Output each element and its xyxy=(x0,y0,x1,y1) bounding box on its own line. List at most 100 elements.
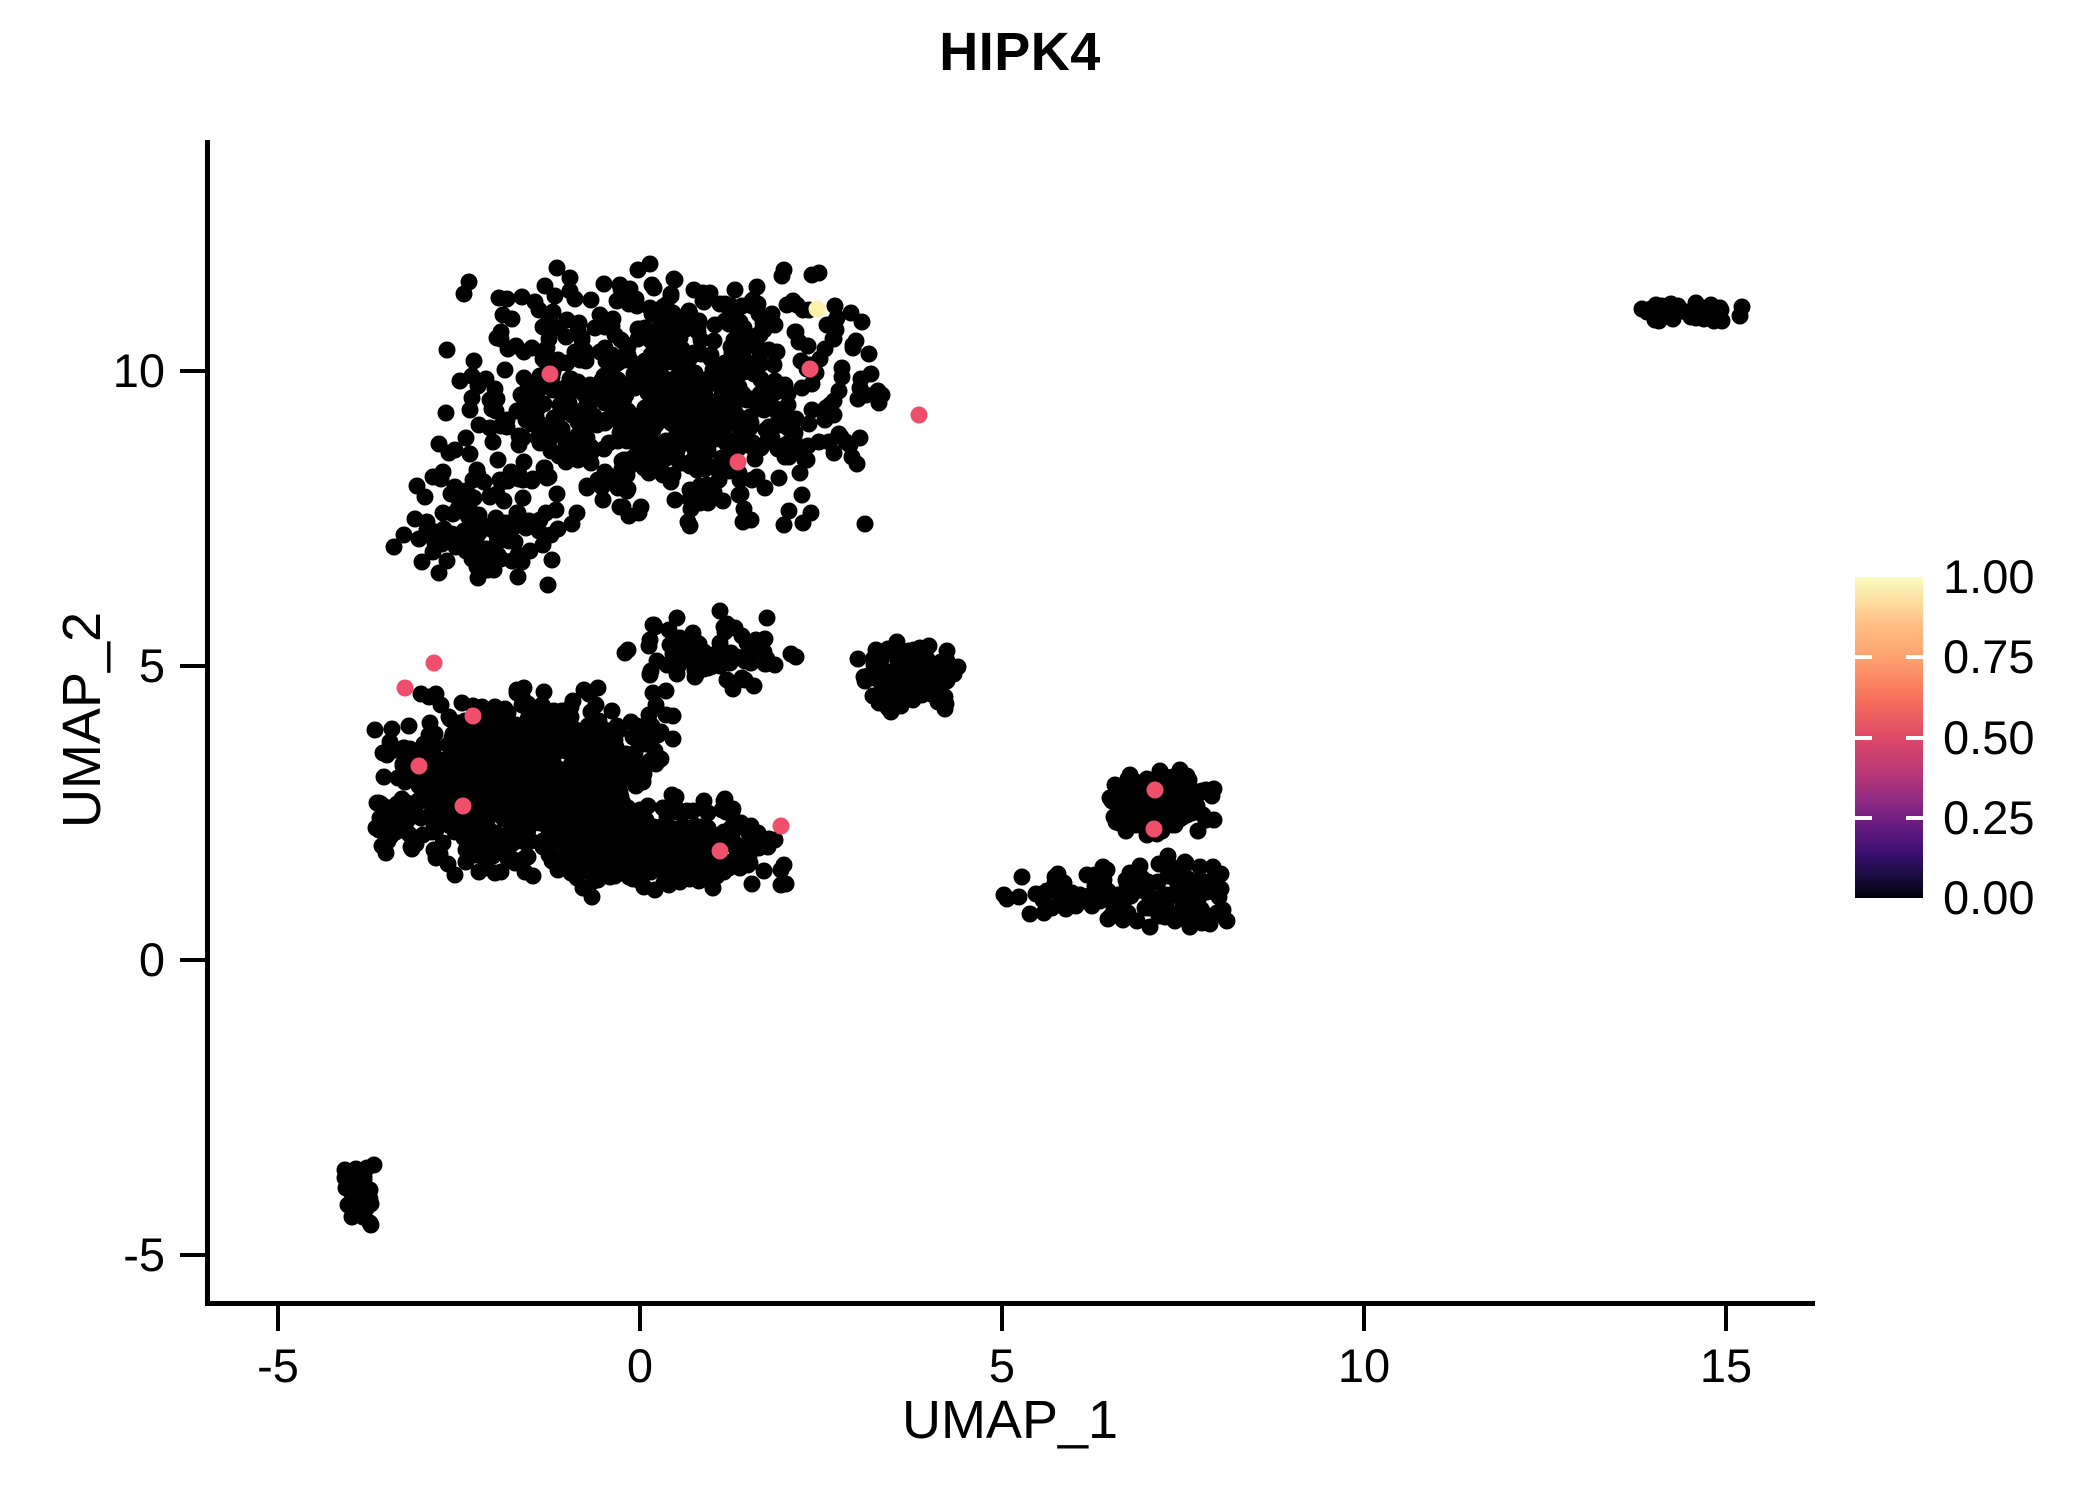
y-axis-line xyxy=(205,140,210,1306)
data-point xyxy=(714,492,732,510)
data-point xyxy=(842,304,860,321)
data-point xyxy=(424,543,442,561)
data-point xyxy=(705,332,723,350)
data-point xyxy=(400,717,418,735)
data-point xyxy=(561,282,579,300)
data-point xyxy=(786,424,804,442)
data-point xyxy=(635,878,653,896)
data-point xyxy=(465,352,483,370)
data-point xyxy=(418,521,436,539)
data-point xyxy=(530,759,548,777)
data-point xyxy=(775,516,793,534)
data-point xyxy=(524,867,542,885)
colorbar-tick-label: 1.00 xyxy=(1943,550,2035,603)
data-point xyxy=(525,714,543,732)
x-tick-label: 0 xyxy=(626,1339,654,1392)
data-point xyxy=(744,633,762,651)
data-point xyxy=(428,752,446,770)
data-point xyxy=(582,703,600,721)
data-point xyxy=(542,804,560,822)
data-point xyxy=(1146,781,1164,799)
data-point xyxy=(499,742,517,760)
data-point xyxy=(855,668,873,686)
data-point xyxy=(701,284,719,302)
data-point xyxy=(660,621,678,639)
data-point xyxy=(910,406,928,424)
y-tick-mark xyxy=(180,1252,205,1257)
data-point xyxy=(451,372,469,390)
data-point xyxy=(563,515,581,533)
data-point xyxy=(461,445,479,463)
data-point xyxy=(755,401,773,419)
data-point xyxy=(459,753,477,771)
data-point xyxy=(635,459,653,477)
legend-colorbar: 1.00 0.75 0.50 0.25 0.00 xyxy=(1855,553,2085,921)
data-point xyxy=(437,404,455,422)
data-point xyxy=(674,413,692,431)
data-point xyxy=(531,511,549,529)
data-point xyxy=(617,746,635,764)
data-point xyxy=(606,395,624,413)
data-point xyxy=(704,879,722,897)
data-point xyxy=(580,685,598,703)
data-point xyxy=(664,730,682,748)
data-point xyxy=(816,340,834,358)
data-point xyxy=(883,682,901,700)
data-point xyxy=(395,526,413,544)
data-point xyxy=(602,353,620,370)
data-point xyxy=(726,619,744,637)
x-tick-mark xyxy=(1724,1306,1728,1331)
colorbar-tick-mark xyxy=(1855,815,1872,820)
data-point xyxy=(588,721,606,739)
data-point xyxy=(508,402,526,420)
x-tick-mark xyxy=(276,1306,280,1331)
data-point xyxy=(641,255,659,273)
data-point xyxy=(689,370,707,388)
data-point xyxy=(486,698,504,716)
data-point xyxy=(657,682,675,700)
colorbar-tick-label: 0.00 xyxy=(1943,871,2035,924)
data-point xyxy=(457,841,475,859)
data-point xyxy=(788,296,806,314)
data-point xyxy=(585,790,603,808)
data-point xyxy=(1145,820,1163,838)
data-point xyxy=(589,750,606,768)
data-point xyxy=(751,385,769,403)
data-point xyxy=(574,818,592,836)
data-point xyxy=(495,527,513,545)
colorbar-tick-label: 0.50 xyxy=(1943,710,2035,764)
data-point xyxy=(536,277,554,295)
data-point xyxy=(582,444,600,462)
data-point xyxy=(1655,301,1673,319)
data-point xyxy=(716,790,734,808)
data-point xyxy=(1160,888,1178,906)
data-point xyxy=(741,854,759,872)
data-point xyxy=(595,440,613,458)
data-point xyxy=(847,332,865,350)
data-point xyxy=(772,817,790,835)
data-point xyxy=(470,416,488,434)
data-point xyxy=(569,322,587,340)
data-point xyxy=(743,875,761,893)
data-point xyxy=(1704,308,1722,326)
data-point xyxy=(584,866,602,884)
data-point xyxy=(794,514,812,532)
data-point xyxy=(408,477,426,495)
data-point xyxy=(549,351,567,369)
data-point xyxy=(770,376,788,393)
data-point xyxy=(772,876,790,894)
colorbar-tick-mark xyxy=(1906,655,1923,660)
data-point xyxy=(768,343,786,361)
data-point xyxy=(681,305,699,323)
colorbar-tick-mark xyxy=(1855,655,1872,660)
data-point xyxy=(562,864,580,882)
data-point xyxy=(461,401,479,418)
data-point xyxy=(347,1160,365,1178)
data-point xyxy=(606,731,624,749)
data-point xyxy=(634,375,652,393)
data-point xyxy=(460,273,478,291)
data-point xyxy=(641,426,659,444)
data-point xyxy=(595,275,613,293)
data-point xyxy=(543,551,561,569)
data-point xyxy=(666,491,684,508)
